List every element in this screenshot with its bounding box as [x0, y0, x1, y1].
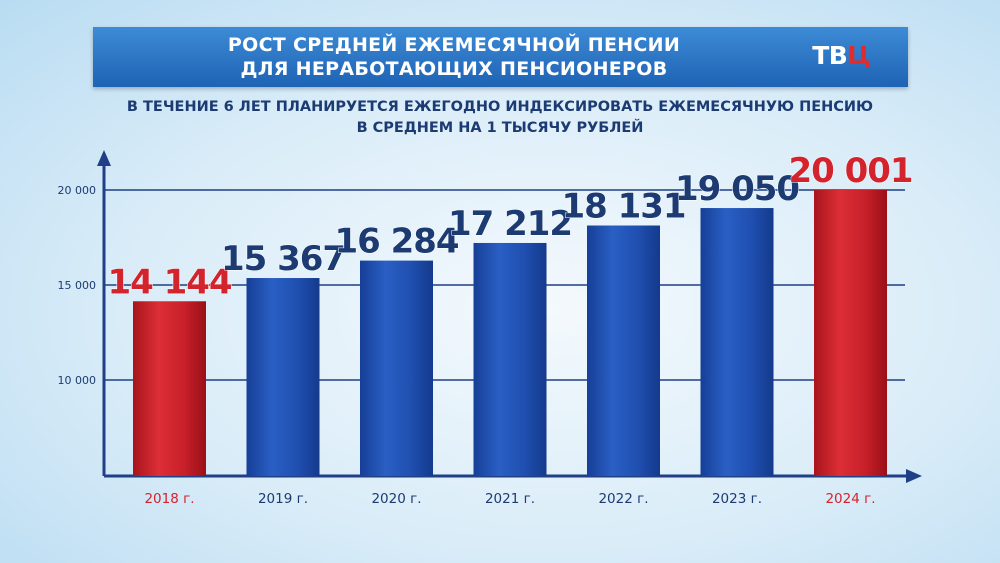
bars	[133, 189, 887, 477]
channel-logo: ТВЦ	[812, 41, 870, 70]
bar	[587, 225, 660, 476]
logo-accent: Ц	[847, 41, 870, 70]
x-tick-label: 2022 г.	[598, 491, 648, 507]
subtitle-line-2: В СРЕДНЕМ НА 1 ТЫСЯЧУ РУБЛЕЙ	[356, 120, 644, 136]
x-tick-label: 2019 г.	[258, 491, 308, 507]
logo-main: ТВ	[812, 41, 848, 70]
bar	[700, 208, 774, 477]
x-tick-label: 2021 г.	[485, 491, 535, 507]
data-label: 19 050	[675, 169, 799, 209]
bar	[473, 242, 547, 476]
title-line-2: ДЛЯ НЕРАБОТАЮЩИХ ПЕНСИОНЕРОВ	[240, 58, 668, 80]
data-label: 20 001	[788, 151, 912, 191]
bar	[246, 278, 320, 476]
bar	[814, 189, 887, 476]
x-tick-label: 2020 г.	[371, 491, 421, 507]
y-tick-label: 10 000	[58, 374, 97, 387]
data-label: 17 212	[448, 204, 572, 244]
y-tick-labels: 10 000 15 000 20 000	[58, 184, 97, 387]
bar	[133, 301, 206, 476]
subtitle-line-1: В ТЕЧЕНИЕ 6 ЛЕТ ПЛАНИРУЕТСЯ ЕЖЕГОДНО ИНД…	[126, 99, 874, 115]
data-label: 14 144	[107, 262, 231, 302]
data-label: 15 367	[221, 239, 345, 279]
y-tick-label: 15 000	[58, 279, 97, 292]
x-tick-label: 2018 г.	[144, 491, 194, 507]
title-line-1: РОСТ СРЕДНЕЙ ЕЖЕМЕСЯЧНОЙ ПЕНСИИ	[227, 34, 681, 56]
data-label: 16 284	[334, 222, 458, 262]
x-tick-label: 2024 г.	[825, 491, 875, 507]
x-tick-label: 2023 г.	[712, 491, 762, 507]
x-axis-arrow	[906, 469, 922, 483]
y-tick-label: 20 000	[58, 184, 97, 197]
data-label: 18 131	[561, 187, 685, 227]
y-axis-arrow	[97, 150, 111, 166]
chart-title: РОСТ СРЕДНЕЙ ЕЖЕМЕСЯЧНОЙ ПЕНСИИ ДЛЯ НЕРА…	[93, 33, 815, 81]
chart-subtitle: В ТЕЧЕНИЕ 6 ЛЕТ ПЛАНИРУЕТСЯ ЕЖЕГОДНО ИНД…	[0, 97, 1000, 139]
title-bar: РОСТ СРЕДНЕЙ ЕЖЕМЕСЯЧНОЙ ПЕНСИИ ДЛЯ НЕРА…	[93, 27, 908, 87]
x-tick-labels: 2018 г. 2019 г. 2020 г. 2021 г. 2022 г. 2023 …	[144, 491, 875, 507]
bar	[360, 260, 433, 476]
